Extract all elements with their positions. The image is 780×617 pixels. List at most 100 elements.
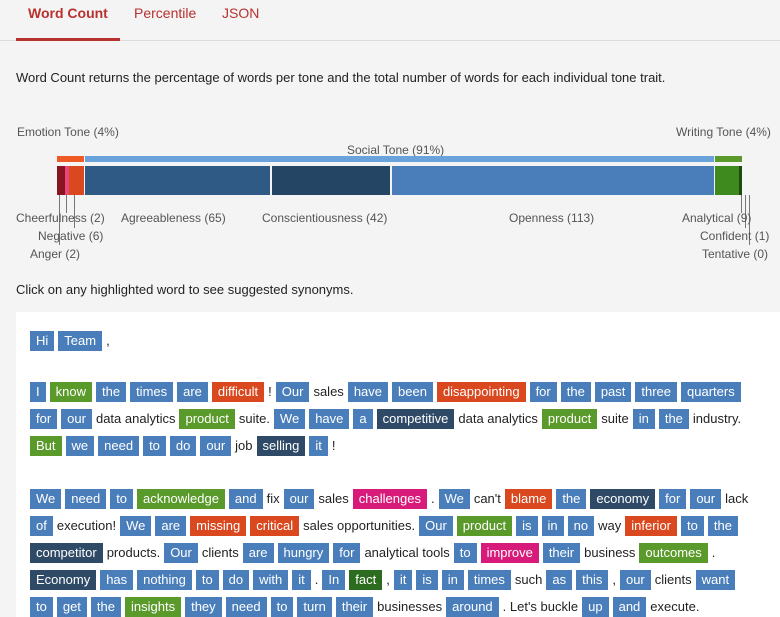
- highlighted-word[interactable]: turn: [297, 597, 332, 617]
- highlighted-word[interactable]: difficult: [211, 382, 265, 402]
- highlighted-word[interactable]: Our: [164, 543, 198, 563]
- highlighted-word[interactable]: hungry: [277, 543, 330, 563]
- highlighted-word[interactable]: is: [516, 516, 538, 536]
- highlighted-word[interactable]: the: [90, 597, 121, 617]
- highlighted-word[interactable]: Our: [275, 382, 310, 402]
- highlighted-word[interactable]: the: [560, 382, 591, 402]
- highlighted-word[interactable]: nothing: [137, 570, 192, 590]
- highlighted-word[interactable]: and: [612, 597, 647, 617]
- highlighted-word[interactable]: inferior: [625, 516, 678, 536]
- highlighted-word[interactable]: Economy: [30, 570, 97, 590]
- highlighted-word[interactable]: in: [632, 409, 655, 429]
- highlighted-word[interactable]: no: [567, 516, 595, 536]
- highlighted-word[interactable]: blame: [504, 489, 553, 509]
- highlighted-word[interactable]: our: [619, 570, 651, 590]
- highlighted-word[interactable]: need: [65, 489, 107, 509]
- social-strip[interactable]: [85, 156, 714, 162]
- highlighted-word[interactable]: as: [546, 570, 573, 590]
- highlighted-word[interactable]: for: [659, 489, 687, 509]
- highlighted-word[interactable]: challenges: [352, 489, 427, 509]
- agreeableness-segment[interactable]: [85, 166, 270, 195]
- highlighted-word[interactable]: our: [61, 409, 92, 429]
- highlighted-word[interactable]: our: [200, 436, 232, 456]
- analytical-segment[interactable]: [715, 166, 739, 195]
- highlighted-word[interactable]: the: [556, 489, 587, 509]
- highlighted-word[interactable]: has: [100, 570, 134, 590]
- highlighted-word[interactable]: get: [56, 597, 87, 617]
- highlighted-word[interactable]: product: [456, 516, 513, 536]
- highlighted-word[interactable]: We: [273, 409, 306, 429]
- highlighted-word[interactable]: know: [49, 382, 92, 402]
- highlighted-word[interactable]: do: [222, 570, 250, 590]
- highlighted-word[interactable]: are: [177, 382, 208, 402]
- highlighted-word[interactable]: for: [30, 409, 58, 429]
- highlighted-word[interactable]: fact: [349, 570, 383, 590]
- highlighted-word[interactable]: need: [225, 597, 267, 617]
- highlighted-word[interactable]: in: [541, 516, 564, 536]
- highlighted-word[interactable]: to: [195, 570, 219, 590]
- tab-word-count[interactable]: Word Count: [28, 5, 108, 21]
- highlighted-word[interactable]: past: [594, 382, 632, 402]
- highlighted-word[interactable]: our: [283, 489, 315, 509]
- highlighted-word[interactable]: in: [441, 570, 464, 590]
- highlighted-word[interactable]: their: [335, 597, 374, 617]
- highlighted-word[interactable]: for: [529, 382, 557, 402]
- highlighted-word[interactable]: improve: [480, 543, 539, 563]
- highlighted-word[interactable]: outcomes: [639, 543, 708, 563]
- highlighted-word[interactable]: product: [541, 409, 598, 429]
- cheerfulness-segment[interactable]: [65, 166, 69, 195]
- highlighted-word[interactable]: In: [322, 570, 346, 590]
- highlighted-word[interactable]: selling: [256, 436, 306, 456]
- highlighted-word[interactable]: to: [681, 516, 704, 536]
- highlighted-word[interactable]: do: [169, 436, 197, 456]
- highlighted-word[interactable]: up: [582, 597, 609, 617]
- highlighted-word[interactable]: to: [453, 543, 477, 563]
- highlighted-word[interactable]: to: [110, 489, 134, 509]
- confident-segment[interactable]: [739, 166, 742, 195]
- highlighted-word[interactable]: for: [333, 543, 361, 563]
- highlighted-word[interactable]: critical: [250, 516, 300, 536]
- highlighted-word[interactable]: competitor: [30, 543, 103, 563]
- highlighted-word[interactable]: insights: [125, 597, 182, 617]
- emotion-strip[interactable]: [57, 156, 84, 162]
- highlighted-word[interactable]: need: [98, 436, 140, 456]
- highlighted-word[interactable]: is: [416, 570, 438, 590]
- highlighted-word[interactable]: We: [120, 516, 152, 536]
- highlighted-word[interactable]: I: [30, 382, 46, 402]
- highlighted-word[interactable]: Our: [419, 516, 453, 536]
- highlighted-word[interactable]: been: [392, 382, 433, 402]
- highlighted-word[interactable]: to: [143, 436, 166, 456]
- highlighted-word[interactable]: have: [309, 409, 350, 429]
- tab-json[interactable]: JSON: [222, 5, 260, 21]
- highlighted-word[interactable]: this: [576, 570, 609, 590]
- highlighted-word[interactable]: they: [185, 597, 222, 617]
- highlighted-word[interactable]: it: [292, 570, 311, 590]
- highlighted-word[interactable]: our: [690, 489, 722, 509]
- highlighted-word[interactable]: around: [446, 597, 499, 617]
- writing-strip[interactable]: [715, 156, 742, 162]
- highlighted-word[interactable]: competitive: [376, 409, 455, 429]
- highlighted-word[interactable]: quarters: [681, 382, 741, 402]
- highlighted-word[interactable]: have: [347, 382, 389, 402]
- highlighted-word[interactable]: and: [228, 489, 263, 509]
- highlighted-word[interactable]: a: [353, 409, 373, 429]
- highlighted-word[interactable]: Team: [58, 331, 103, 351]
- highlighted-word[interactable]: acknowledge: [137, 489, 225, 509]
- highlighted-word[interactable]: times: [130, 382, 174, 402]
- highlighted-word[interactable]: their: [542, 543, 581, 563]
- highlighted-word[interactable]: to: [270, 597, 294, 617]
- highlighted-word[interactable]: the: [707, 516, 738, 536]
- highlighted-word[interactable]: the: [658, 409, 689, 429]
- highlighted-word[interactable]: with: [253, 570, 289, 590]
- highlighted-word[interactable]: to: [30, 597, 53, 617]
- anger-segment[interactable]: [57, 166, 65, 195]
- highlighted-word[interactable]: of: [30, 516, 53, 536]
- highlighted-word[interactable]: missing: [190, 516, 247, 536]
- highlighted-word[interactable]: product: [179, 409, 235, 429]
- highlighted-word[interactable]: But: [30, 436, 62, 456]
- highlighted-word[interactable]: the: [95, 382, 127, 402]
- highlighted-word[interactable]: it: [393, 570, 413, 590]
- highlighted-word[interactable]: it: [309, 436, 328, 456]
- highlighted-word[interactable]: We: [30, 489, 62, 509]
- openness-segment[interactable]: [392, 166, 714, 195]
